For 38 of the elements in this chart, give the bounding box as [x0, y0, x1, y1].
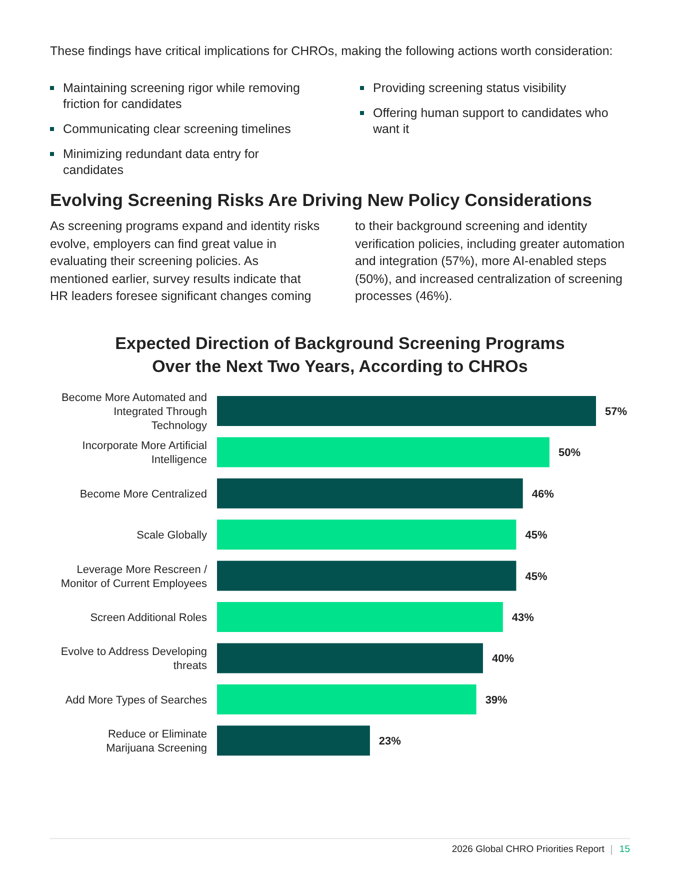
- bar: [217, 560, 516, 591]
- text: These findings have critical implications for CHROs, making the following actions worth consideration:: [50, 44, 614, 58]
- bar: [217, 643, 483, 674]
- data-label: 39%: [485, 694, 508, 706]
- text: As screening programs expand and identity risks evolve, employers can find great value in evaluating their screening policies. As mentioned earlier, survey results indicate that HR leaders foresee significant changes coming to their background screening and identity verification policies, including greater automation and integration (57%), more AI-enabled steps (50%), and increased centralization of screening processes (46%).: [50, 219, 625, 303]
- bar: [217, 478, 523, 508]
- data-label: 43%: [512, 612, 534, 624]
- text: Providing screening status visibility: [373, 80, 566, 96]
- data-label: 46%: [532, 488, 554, 500]
- data-label: 45%: [525, 570, 548, 583]
- y-tick-label: Add More Types of Searches: [65, 694, 208, 706]
- data-label: 57%: [605, 406, 628, 418]
- y-tick-label: Become More Automated and Integrated Through Technology: [61, 392, 208, 432]
- bar: [217, 437, 550, 468]
- y-tick-label: Become More Centralized: [80, 488, 207, 500]
- bar: [217, 684, 476, 714]
- text: 15: [619, 844, 630, 855]
- data-label: 45%: [525, 530, 548, 542]
- data-label: 50%: [558, 447, 581, 460]
- y-tick-label: Screen Additional Roles: [90, 612, 208, 624]
- bar: [217, 520, 516, 550]
- text: Offering human support to candidates who want it: [373, 105, 610, 137]
- text: Evolving Screening Risks Are Driving New Policy Considerations: [50, 190, 594, 211]
- text: Communicating clear screening timelines: [63, 121, 291, 137]
- data-label: 40%: [492, 653, 514, 666]
- y-tick-label: Scale Globally: [136, 530, 208, 542]
- bar: [217, 726, 370, 756]
- y-tick-label: Leverage More Rescreen / Monitor of Current Employees: [60, 564, 208, 590]
- y-tick-label: Incorporate More Artificial Intelligence: [82, 440, 207, 466]
- data-label: 23%: [378, 736, 402, 748]
- text: Maintaining screening rigor while removing friction for candidates: [63, 80, 301, 112]
- chart-title: Expected Direction of Background Screening Programs Over the Next Two Years, According to CHROs: [115, 334, 565, 376]
- y-tick-label: Reduce or Eliminate Marijuana Screening: [106, 728, 207, 755]
- bar: [217, 396, 596, 426]
- text: Minimizing redundant data entry for candidates: [63, 146, 260, 178]
- y-tick-label: Evolve to Address Developing threats: [60, 646, 208, 672]
- text: 2026 Global CHRO Priorities Report: [452, 844, 604, 855]
- bar: [217, 602, 503, 632]
